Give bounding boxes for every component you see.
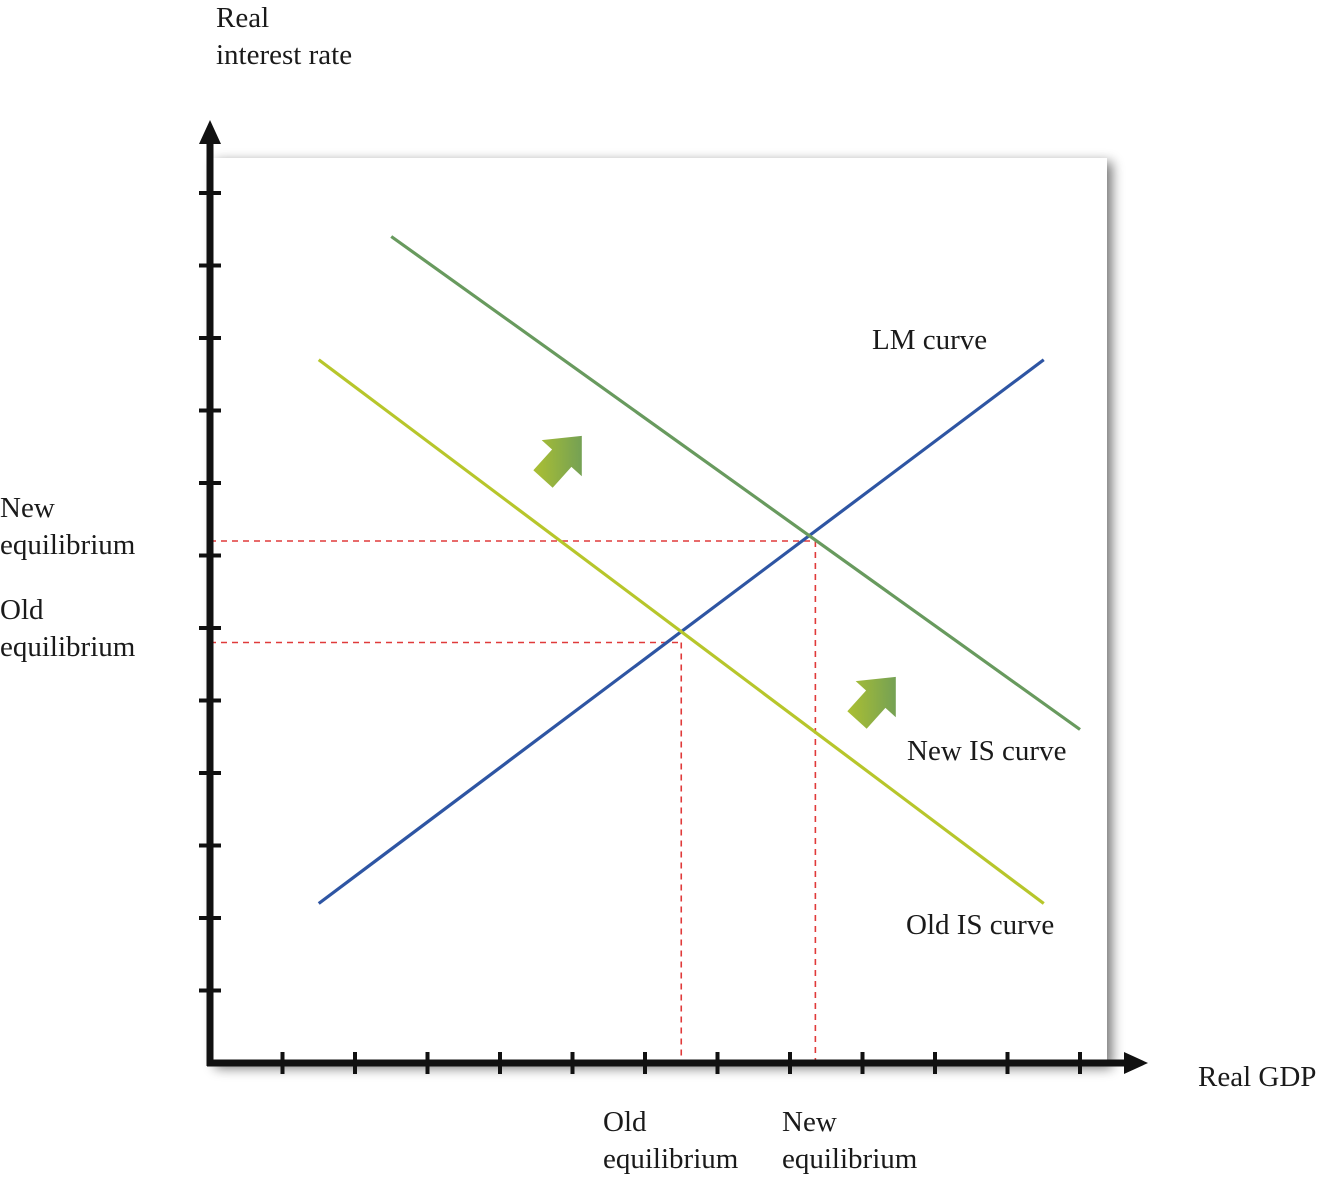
new-is-curve-label: New IS curve [907, 735, 1066, 767]
lm-curve-label: LM curve [872, 324, 987, 356]
old-is-curve-line [317, 358, 1045, 905]
y-axis-arrowhead [199, 120, 221, 144]
curves [317, 235, 1081, 905]
x-axis-arrowhead [1124, 1052, 1148, 1074]
plot-panel [210, 158, 1107, 1064]
equilibrium-guides [210, 540, 817, 1063]
x-axis-label: Real GDP [1198, 1061, 1316, 1093]
y-axis-label: Real interest rate [216, 2, 352, 71]
is-shift-arrow [847, 676, 896, 729]
old-equilibrium-rate-label: Old equilibrium [0, 594, 136, 663]
new-equilibrium-gdp-label: New equilibrium [782, 1106, 918, 1175]
new-equilibrium-rate-label: New equilibrium [0, 492, 136, 561]
axes [199, 120, 1148, 1074]
axis-ticks [199, 191, 1082, 1074]
shift-arrows [533, 435, 896, 729]
old-equilibrium-gdp-label: Old equilibrium [603, 1106, 739, 1175]
is-shift-arrow [533, 435, 582, 488]
old-is-curve-label: Old IS curve [906, 909, 1054, 941]
new-is-curve-line [390, 235, 1081, 731]
